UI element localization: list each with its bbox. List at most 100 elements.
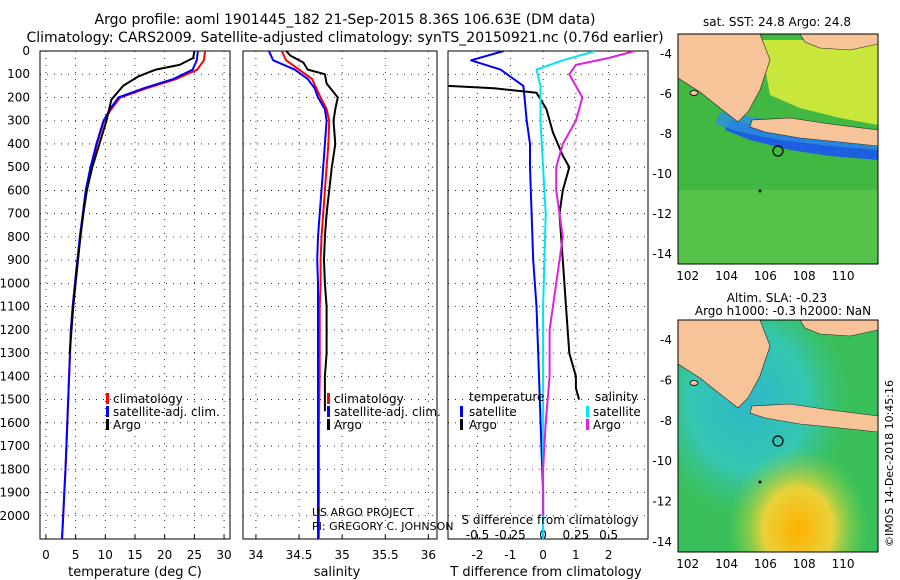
series-line-climatology (280, 51, 331, 539)
depth-tick-label: 200 (7, 90, 30, 104)
sst-warm-patch (760, 40, 878, 125)
longitude-tick-label: 106 (754, 557, 777, 571)
temperature-xlabel: temperature (deg C) (68, 565, 202, 580)
difference-profiles (448, 51, 636, 539)
sla-land-java (749, 403, 878, 433)
figure-subtitle: Climatology: CARS2009. Satellite-adjuste… (26, 30, 663, 46)
sla-map (678, 320, 878, 552)
series-line-temperature-argo (448, 84, 581, 400)
x-tick-label: 1 (572, 548, 580, 562)
s-difference-xlabel: S difference from climatology (462, 513, 639, 527)
s-difference-tick-labels: -0.5 -0.25 0 0.25 0.5 (466, 528, 618, 542)
longitude-tick-label: 102 (676, 557, 699, 571)
longitude-tick-label: 108 (793, 269, 816, 283)
depth-tick-label: 900 (7, 253, 30, 267)
legend-label-climatology: climatology (113, 392, 183, 406)
legend-label-s-satellite: satellite (593, 405, 641, 419)
depth-tick-label: 1500 (0, 393, 30, 407)
t-difference-tick-labels: -2 -1 0 1 2 (472, 548, 613, 562)
legend-label-t-satellite: satellite (469, 405, 517, 419)
depth-tick-label: 300 (7, 114, 30, 128)
longitude-tick-label: 102 (676, 269, 699, 283)
sla-map-title-1: Altim. SLA: -0.23 (727, 291, 827, 305)
salinity-tick-labels: 34 34.5 35 35.5 36 (248, 548, 436, 562)
difference-grid (448, 51, 648, 539)
depth-tick-label: 1300 (0, 346, 30, 360)
x-tick-label: 5 (72, 548, 80, 562)
latitude-tick-label: -6 (660, 374, 672, 388)
legend-label-argo: Argo (334, 418, 362, 432)
difference-legend: temperature satellite Argo salinity sate… (460, 390, 641, 432)
pi-credit: PI: GREGORY C. JOHNSON (312, 520, 453, 533)
latitude-tick-label: -14 (652, 535, 672, 549)
x-tick-label: 0 (42, 548, 50, 562)
series-line-salinity-satellite (535, 51, 596, 539)
sst-map-panel: sat. SST: 24.8 Argo: 24.8 -4 -6 -8 -10 -12 -1… (652, 15, 879, 283)
longitude-tick-label: 108 (793, 557, 816, 571)
salinity-profiles (267, 51, 339, 539)
sla-latitude-ticks: -4 -6 -8 -10 -12 -14 (652, 333, 672, 549)
legend-label-satellite: satellite-adj. clim. (334, 405, 441, 419)
temperature-profiles (61, 51, 207, 539)
sst-map (678, 34, 878, 264)
x-tick-label: 34 (248, 548, 263, 562)
difference-plot-frame (447, 50, 649, 540)
temperature-panel: 0100200300400500600700800900100011001200… (0, 44, 232, 580)
legend-swatch-argo (327, 419, 330, 430)
sla-small-island (758, 480, 762, 484)
legend-swatch-s-argo (586, 419, 589, 430)
imos-credit: ©IMOS 14-Dec-2018 10:45:16 (883, 380, 896, 547)
latitude-tick-label: -8 (660, 414, 672, 428)
depth-tick-label: 1400 (0, 369, 30, 383)
sst-longitude-ticks: 102 104 106 108 110 (676, 269, 854, 283)
longitude-tick-label: 104 (715, 557, 738, 571)
s-tick-label: -0.5 (466, 528, 489, 542)
longitude-tick-label: 110 (832, 557, 855, 571)
depth-tick-label: 1900 (0, 486, 30, 500)
legend-swatch-argo (106, 419, 109, 430)
temperature-tick-labels: 0 5 10 15 20 25 30 (42, 548, 232, 562)
sst-southern-band (678, 190, 878, 264)
salinity-grid (243, 51, 437, 539)
legend-swatch-climatology (106, 393, 109, 404)
depth-tick-label: 500 (7, 160, 30, 174)
sst-argo-position-marker (772, 145, 784, 157)
longitude-tick-label: 104 (715, 269, 738, 283)
depth-tick-label: 1200 (0, 323, 30, 337)
x-tick-label: 0 (539, 548, 547, 562)
t-difference-xlabel: T difference from climatology (449, 565, 642, 580)
series-line-satellite-adj-clim- (61, 51, 199, 539)
latitude-tick-label: -8 (660, 127, 672, 141)
sst-map-frame (677, 33, 879, 265)
legend-swatch-climatology (327, 393, 330, 404)
series-line-temperature-satellite (470, 51, 545, 539)
depth-tick-label: 1000 (0, 276, 30, 290)
legend-label-argo: Argo (113, 418, 141, 432)
salinity-xlabel: salinity (314, 565, 361, 580)
temperature-plot-frame (39, 50, 231, 540)
salinity-plot-frame (242, 50, 438, 540)
temperature-legend: climatology satellite-adj. clim. Argo (106, 392, 220, 432)
x-tick-label: 36 (421, 548, 436, 562)
latitude-tick-label: -10 (652, 454, 672, 468)
sst-latitude-ticks: -4 -6 -8 -10 -12 -14 (652, 47, 672, 261)
sst-small-island (758, 189, 762, 193)
depth-tick-label: 100 (7, 67, 30, 81)
legend-swatch-satellite (106, 406, 109, 417)
x-tick-label: 35 (335, 548, 350, 562)
depth-tick-label: 800 (7, 230, 30, 244)
latitude-tick-label: -4 (660, 333, 672, 347)
depth-tick-label: 1700 (0, 439, 30, 453)
sst-map-title: sat. SST: 24.8 Argo: 24.8 (703, 15, 851, 29)
sst-land-borneo (799, 34, 878, 51)
series-line-argo (285, 51, 339, 412)
series-line-satellite-adj-clim- (267, 51, 328, 539)
latitude-tick-label: -14 (652, 247, 672, 261)
difference-panel: -2 -1 0 1 2 -0.5 -0.25 0 0.25 0.5 T difference f… (447, 50, 649, 580)
series-line-climatology (61, 51, 207, 539)
legend-swatch-t-satellite (460, 406, 463, 417)
depth-tick-label: 1600 (0, 416, 30, 430)
latitude-tick-label: -12 (652, 207, 672, 221)
longitude-tick-label: 106 (754, 269, 777, 283)
